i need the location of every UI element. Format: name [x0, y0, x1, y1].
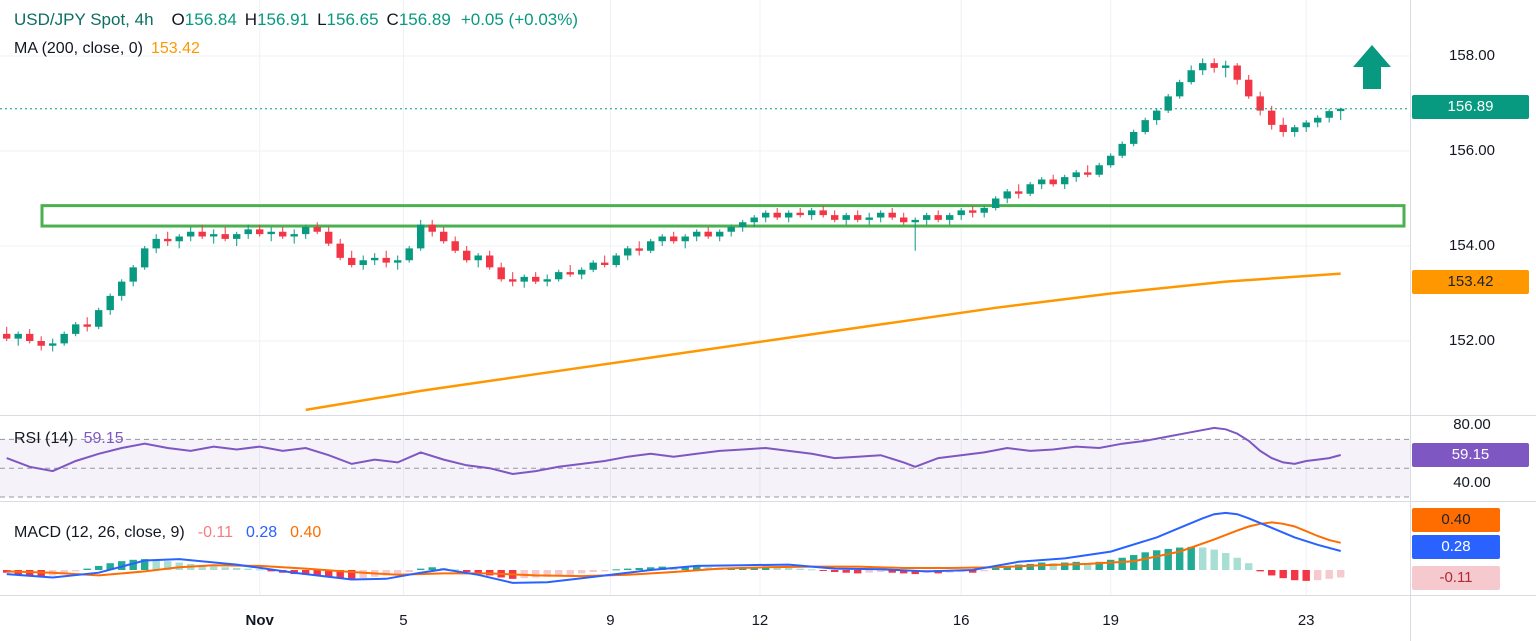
candles-layer [3, 58, 1345, 352]
time-axis[interactable]: Nov 5 9 12 16 19 23 [0, 596, 1410, 641]
current-price-badge: 156.89 [1412, 95, 1529, 119]
support-resistance-zone[interactable] [40, 204, 1406, 228]
rsi-legend[interactable]: RSI (14) 59.15 [14, 430, 124, 448]
macd-main-badge: 0.28 [1412, 535, 1500, 559]
symbol-title[interactable]: USD/JPY Spot, 4h [14, 10, 154, 29]
high-value: 156.91 [257, 10, 310, 29]
rsi-value: 59.15 [83, 430, 124, 447]
open-label: O [171, 10, 185, 29]
rsi-pane [0, 426, 1410, 498]
change-value: +0.05 (+0.03%) [460, 10, 579, 29]
ma200-line[interactable] [305, 272, 1341, 412]
low-value: 156.65 [326, 10, 379, 29]
time-axis-label: 23 [1297, 612, 1315, 629]
time-axis-label: 12 [751, 612, 769, 629]
macd-layer [3, 511, 1345, 584]
open-value: 156.84 [184, 10, 237, 29]
time-axis-label: 16 [952, 612, 970, 629]
time-axis-label: 5 [399, 612, 408, 629]
ma-value: 153.42 [150, 40, 200, 57]
macd-signal-badge: 0.40 [1412, 508, 1500, 532]
close-value: 156.89 [398, 10, 451, 29]
rsi-value-badge: 59.15 [1412, 443, 1529, 467]
ma-label: MA (200, close, 0) [14, 40, 143, 57]
low-label: L [317, 10, 327, 29]
macd-label: MACD (12, 26, close, 9) [14, 524, 185, 541]
macd-hist-badge: -0.11 [1412, 566, 1500, 590]
rsi-line [6, 426, 1341, 476]
high-label: H [244, 10, 258, 29]
time-axis-label: Nov [245, 612, 274, 629]
time-axis-label: 19 [1102, 612, 1120, 629]
ma-price-badge: 153.42 [1412, 270, 1529, 294]
macd-line [6, 511, 1341, 584]
macd-signal-value: 0.40 [290, 524, 322, 541]
macd-main-value: 0.28 [246, 524, 278, 541]
macd-legend[interactable]: MACD (12, 26, close, 9) -0.11 0.28 0.40 [14, 524, 321, 542]
rsi-label: RSI (14) [14, 430, 74, 447]
close-label: C [386, 10, 399, 29]
symbol-legend[interactable]: USD/JPY Spot, 4h O156.84 H156.91 L156.65 C15… [14, 10, 578, 30]
gridlines [0, 0, 1410, 595]
macd-signal-line [6, 521, 1341, 578]
up-arrow-icon[interactable] [1353, 45, 1391, 89]
macd-hist-value: -0.11 [197, 524, 234, 541]
ma-legend[interactable]: MA (200, close, 0) 153.42 [14, 40, 200, 58]
time-axis-label: 9 [606, 612, 615, 629]
